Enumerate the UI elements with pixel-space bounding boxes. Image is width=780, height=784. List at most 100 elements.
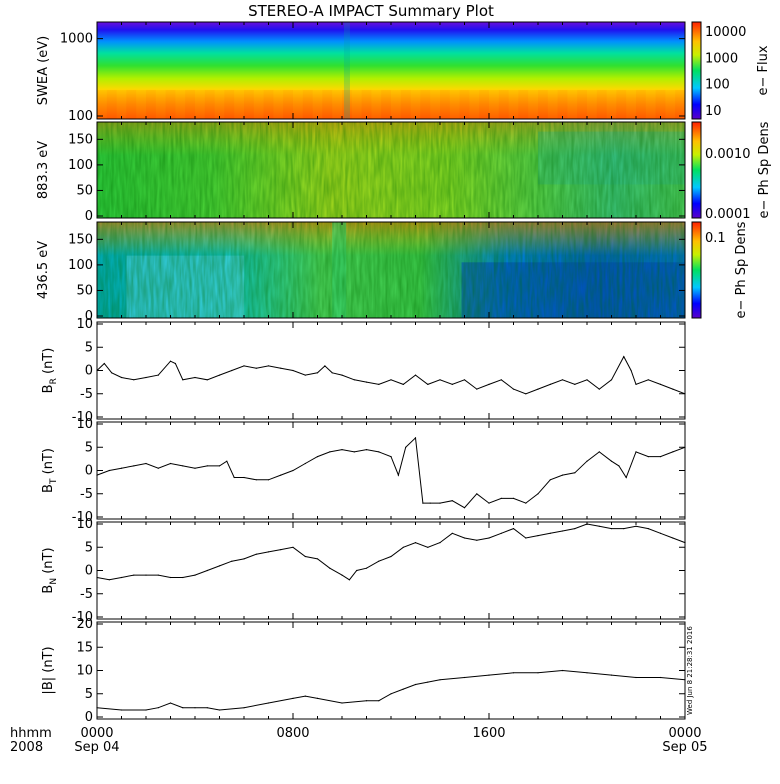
- y-tick-label: 10: [76, 417, 93, 432]
- colorbar-tick-label: 10000: [705, 25, 746, 40]
- data-point: [525, 393, 527, 395]
- heatmap-cell: [302, 89, 313, 119]
- y-tick-label: -5: [80, 387, 93, 402]
- data-point: [451, 532, 453, 534]
- y-tick-label: 0: [85, 710, 93, 725]
- data-point: [500, 532, 502, 534]
- data-point: [324, 365, 326, 367]
- timestamp-label: Wed Jun 8 21:28:31 2016: [686, 626, 694, 715]
- data-point: [182, 707, 184, 709]
- data-point: [684, 679, 686, 681]
- heatmap-cell: [273, 89, 284, 119]
- heatmap-image: [97, 122, 685, 218]
- data-point: [574, 383, 576, 385]
- data-point: [525, 537, 527, 539]
- colorbar-label-group: e− Flux: [756, 45, 771, 95]
- data-point: [280, 367, 282, 369]
- data-point: [537, 493, 539, 495]
- panel-frame: [96, 521, 686, 620]
- data-point: [414, 683, 417, 686]
- heatmap-texture: [97, 222, 685, 318]
- data-point: [451, 383, 453, 385]
- data-point: [255, 367, 257, 369]
- data-point: [586, 523, 588, 525]
- data-point: [353, 379, 355, 381]
- heatmap-cell: [293, 89, 303, 119]
- heatmap-cell: [528, 89, 538, 119]
- data-point: [525, 502, 527, 504]
- data-point: [574, 472, 576, 474]
- data-point: [267, 702, 270, 704]
- data-point: [635, 676, 637, 679]
- data-point: [304, 462, 306, 465]
- data-point: [402, 688, 404, 690]
- time-axis-date: Sep 05: [662, 740, 707, 755]
- time-axis-label: 0000: [80, 726, 113, 741]
- data-point: [365, 449, 368, 451]
- data-point: [390, 555, 392, 558]
- heatmap-cell: [645, 89, 656, 119]
- colorbar: 0.0010 0.0001 e− Ph Sp Dens: [691, 121, 772, 222]
- time-axis: hhmm 0000 0800 1600 0000 2008 Sep 04 Sep 05: [10, 726, 708, 755]
- heatmap-cell: [440, 89, 450, 119]
- colorbar-gradient: [691, 221, 702, 319]
- colorbar-label: e− Ph Sp Dens: [734, 221, 749, 318]
- data-point: [427, 546, 429, 548]
- panel-frame: [96, 621, 686, 720]
- y-tick-label: 50: [76, 183, 93, 198]
- y-tick-label: 100: [68, 258, 93, 273]
- data-point: [157, 574, 159, 576]
- heatmap-cell: [312, 89, 323, 119]
- y-axis-label: BN (nT): [41, 547, 59, 593]
- panel-br: 10 5 0 -5 -10 BR (nT): [41, 317, 686, 425]
- data-point: [561, 669, 564, 672]
- heatmap-cell: [675, 89, 685, 119]
- data-point: [292, 369, 294, 372]
- heatmap-cell: [204, 89, 215, 119]
- heatmap-cell: [469, 89, 480, 119]
- heatmap-cell: [234, 89, 244, 119]
- data-point: [684, 446, 686, 448]
- data-point: [414, 374, 417, 376]
- heatmap-cell: [577, 89, 587, 119]
- heatmap-cell: [283, 89, 293, 119]
- heatmap-cell: [420, 89, 431, 119]
- data-point: [390, 456, 392, 458]
- heatmap-cell: [253, 89, 264, 119]
- heatmap-cell: [479, 89, 489, 119]
- heatmap-cell: [146, 89, 156, 119]
- heatmap-cell: [371, 89, 382, 119]
- data-point: [623, 528, 625, 530]
- y-tick-label: 0: [85, 209, 93, 224]
- y-tick-label: -10: [72, 510, 93, 525]
- data-point: [378, 700, 380, 702]
- data-point: [537, 535, 539, 537]
- data-point: [476, 493, 478, 495]
- y-tick-label: 5: [85, 540, 93, 555]
- y-tick-label: 150: [68, 132, 93, 147]
- data-point: [329, 567, 331, 569]
- data-point: [304, 555, 306, 558]
- data-point: [610, 674, 613, 676]
- data-point: [96, 474, 98, 476]
- data-point: [365, 700, 368, 702]
- heatmap-cell: [136, 89, 146, 119]
- colorbar-gradient: [691, 21, 702, 120]
- data-point: [108, 579, 110, 581]
- heatmap-cell: [606, 89, 617, 119]
- panel-bmag: 20 15 10 5 0 |B| (nT): [41, 617, 686, 725]
- heatmap-cell: [322, 89, 333, 119]
- data-point: [341, 702, 343, 704]
- data-point: [145, 709, 147, 711]
- y-tick-label: -10: [72, 410, 93, 425]
- data-point: [329, 451, 331, 453]
- heatmap-cell: [116, 89, 127, 119]
- data-point: [378, 451, 380, 453]
- heatmap-cell: [587, 89, 597, 119]
- data-point: [218, 565, 221, 567]
- data-point: [451, 500, 453, 502]
- data-point: [500, 497, 502, 499]
- data-point: [194, 376, 196, 379]
- data-point: [537, 672, 539, 674]
